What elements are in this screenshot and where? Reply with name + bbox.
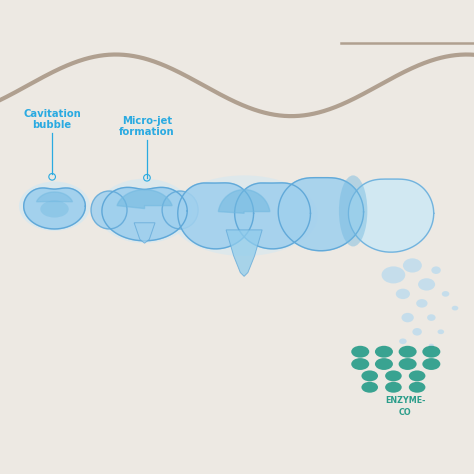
Ellipse shape [399,338,407,344]
Polygon shape [235,183,310,249]
Ellipse shape [422,346,440,357]
Ellipse shape [40,201,69,218]
Polygon shape [24,188,85,229]
Polygon shape [134,223,155,243]
Ellipse shape [428,344,434,348]
Ellipse shape [396,289,410,299]
Ellipse shape [399,358,417,370]
Ellipse shape [339,175,367,246]
Text: CO: CO [399,408,411,417]
Polygon shape [102,187,187,241]
Ellipse shape [375,346,393,357]
Text: Cavitation
bubble: Cavitation bubble [23,109,81,130]
Ellipse shape [427,314,436,321]
Ellipse shape [375,358,393,370]
Polygon shape [219,190,270,213]
Text: Micro-jet
formation: Micro-jet formation [119,116,175,137]
Ellipse shape [399,346,417,357]
Ellipse shape [97,179,192,243]
Ellipse shape [431,266,441,274]
Ellipse shape [401,313,414,322]
Ellipse shape [409,382,426,392]
Polygon shape [278,178,364,251]
Ellipse shape [422,358,440,370]
Ellipse shape [385,382,401,392]
Ellipse shape [91,191,127,229]
Ellipse shape [351,346,369,357]
Polygon shape [36,192,73,202]
Ellipse shape [19,182,90,231]
Ellipse shape [361,371,378,381]
Ellipse shape [416,299,428,308]
Ellipse shape [171,175,318,256]
Text: ENZYME-: ENZYME- [385,396,426,405]
Polygon shape [178,183,254,249]
Ellipse shape [442,291,449,297]
Ellipse shape [409,371,426,381]
Ellipse shape [351,358,369,370]
Polygon shape [226,230,262,276]
Ellipse shape [418,278,435,291]
Ellipse shape [438,329,444,334]
Ellipse shape [385,371,401,381]
Ellipse shape [403,258,422,273]
Ellipse shape [162,191,198,229]
Polygon shape [117,190,172,209]
Ellipse shape [412,328,422,336]
Ellipse shape [452,306,458,310]
Polygon shape [348,179,434,252]
Ellipse shape [382,266,405,283]
Ellipse shape [361,382,378,392]
